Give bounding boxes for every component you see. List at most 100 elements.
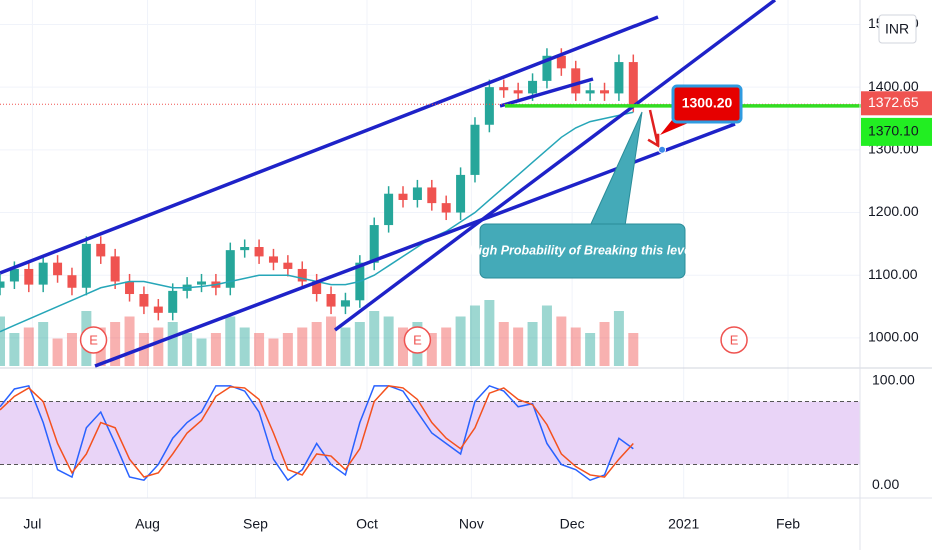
- overlay: E E E 1300.20 High Probability of Breaking t…: [0, 84, 932, 482]
- volume-bar: [153, 327, 164, 366]
- candle-body: [125, 281, 135, 295]
- x-tick-label: Aug: [135, 516, 160, 532]
- volume-bar: [455, 316, 466, 366]
- candle-body: [412, 187, 422, 200]
- volume-bar: [182, 333, 193, 366]
- volume-bar: [383, 316, 394, 366]
- volume-bar: [124, 316, 135, 366]
- candle-body: [585, 90, 595, 94]
- candle-body: [168, 290, 178, 313]
- volume-bar: [326, 316, 337, 366]
- volume-bar: [0, 316, 5, 366]
- oscillator-band: [0, 401, 860, 465]
- candle-body: [542, 55, 552, 81]
- volume-bar: [66, 333, 77, 366]
- volume-bar: [527, 322, 538, 366]
- last-price-label: 1372.65: [868, 94, 919, 110]
- volume-bar: [167, 322, 178, 366]
- volume-bar: [556, 316, 567, 366]
- candle-body: [571, 68, 581, 94]
- candle-body: [268, 256, 278, 263]
- x-tick-label: Oct: [356, 516, 378, 532]
- earnings-marker: [720, 326, 748, 354]
- x-tick-label: 2021: [668, 516, 699, 532]
- x-tick-label: Jul: [23, 516, 41, 532]
- annotation: High Probability of Breaking this level: [469, 243, 695, 257]
- volume-bar: [282, 333, 293, 366]
- x-tick-label: Sep: [243, 516, 268, 532]
- candle-body: [528, 80, 538, 94]
- candle-body: [81, 243, 91, 288]
- candle-body: [369, 225, 379, 263]
- axes: Jul Aug Sep Oct Nov Dec 2021 Feb 1000.00 1100.00 1…: [23, 14, 932, 532]
- candle-body: [556, 55, 566, 69]
- target-point: [658, 145, 667, 154]
- candle-body: [297, 268, 307, 282]
- volume-bar: [369, 311, 380, 366]
- volume-bar: [513, 327, 524, 366]
- candle-body: [67, 275, 77, 288]
- volume-bar: [354, 322, 365, 366]
- candle-body: [326, 294, 336, 307]
- earnings-marker: [403, 326, 432, 354]
- volume-bar: [613, 311, 624, 366]
- trend-line: [333, 0, 777, 332]
- candle-body: [484, 87, 494, 125]
- candle-body: [38, 262, 48, 285]
- volume-bar: [268, 338, 279, 366]
- level-tag: [861, 117, 932, 146]
- candle-body: [24, 268, 34, 285]
- level-label: 1370.10: [868, 123, 919, 139]
- volume-bar: [585, 333, 596, 366]
- volume: [0, 300, 639, 366]
- currency-box: [878, 14, 917, 44]
- volume-bar: [138, 333, 149, 366]
- candle-body: [283, 262, 293, 269]
- candle-body: [499, 87, 509, 91]
- volume-bar: [311, 322, 322, 366]
- volume-bar: [23, 327, 34, 366]
- candle-body: [398, 193, 408, 200]
- y-tick-label: 1000.00: [868, 329, 919, 345]
- y-tick-label: 100.00: [872, 371, 915, 387]
- earnings-marker: [79, 326, 108, 354]
- candle-body: [441, 203, 451, 213]
- candle-body: [197, 281, 207, 285]
- oscillator-line: [0, 384, 634, 482]
- candle-body: [513, 90, 523, 94]
- volume-bar: [254, 333, 265, 366]
- y-tick-label: 1100.00: [868, 266, 918, 282]
- candle-body: [96, 243, 106, 257]
- volume-bar: [210, 333, 221, 366]
- candle-body: [110, 256, 120, 282]
- last-price-tag: [861, 91, 932, 116]
- trend-line: [0, 15, 659, 275]
- volume-bar: [498, 322, 509, 366]
- candle-body: [9, 268, 19, 282]
- volume-bar: [469, 305, 480, 366]
- volume-bar: [239, 327, 250, 366]
- volume-bar: [570, 327, 581, 366]
- candle-body: [153, 306, 163, 313]
- candle-body: [456, 174, 466, 213]
- candle-body: [614, 62, 624, 94]
- y-tick-label: 0.00: [872, 476, 899, 492]
- x-tick-label: Nov: [459, 516, 484, 532]
- annotation-box: [479, 223, 686, 279]
- candle-body: [139, 294, 149, 307]
- volume-bar: [398, 327, 409, 366]
- candle-body: [427, 187, 437, 204]
- candle-body: [240, 247, 250, 251]
- y-tick-label: 1200.00: [868, 203, 919, 219]
- earnings-label: E: [89, 332, 98, 347]
- candle-body: [600, 90, 610, 94]
- volume-bar: [599, 322, 610, 366]
- volume-bar: [297, 327, 308, 366]
- volume-bar: [110, 322, 121, 366]
- candle-body: [384, 193, 394, 226]
- currency: INR: [885, 21, 909, 37]
- target-label: 1300.20: [682, 95, 733, 111]
- price-pane: [0, 48, 638, 333]
- earnings-label: E: [730, 332, 739, 347]
- volume-bar: [628, 333, 639, 366]
